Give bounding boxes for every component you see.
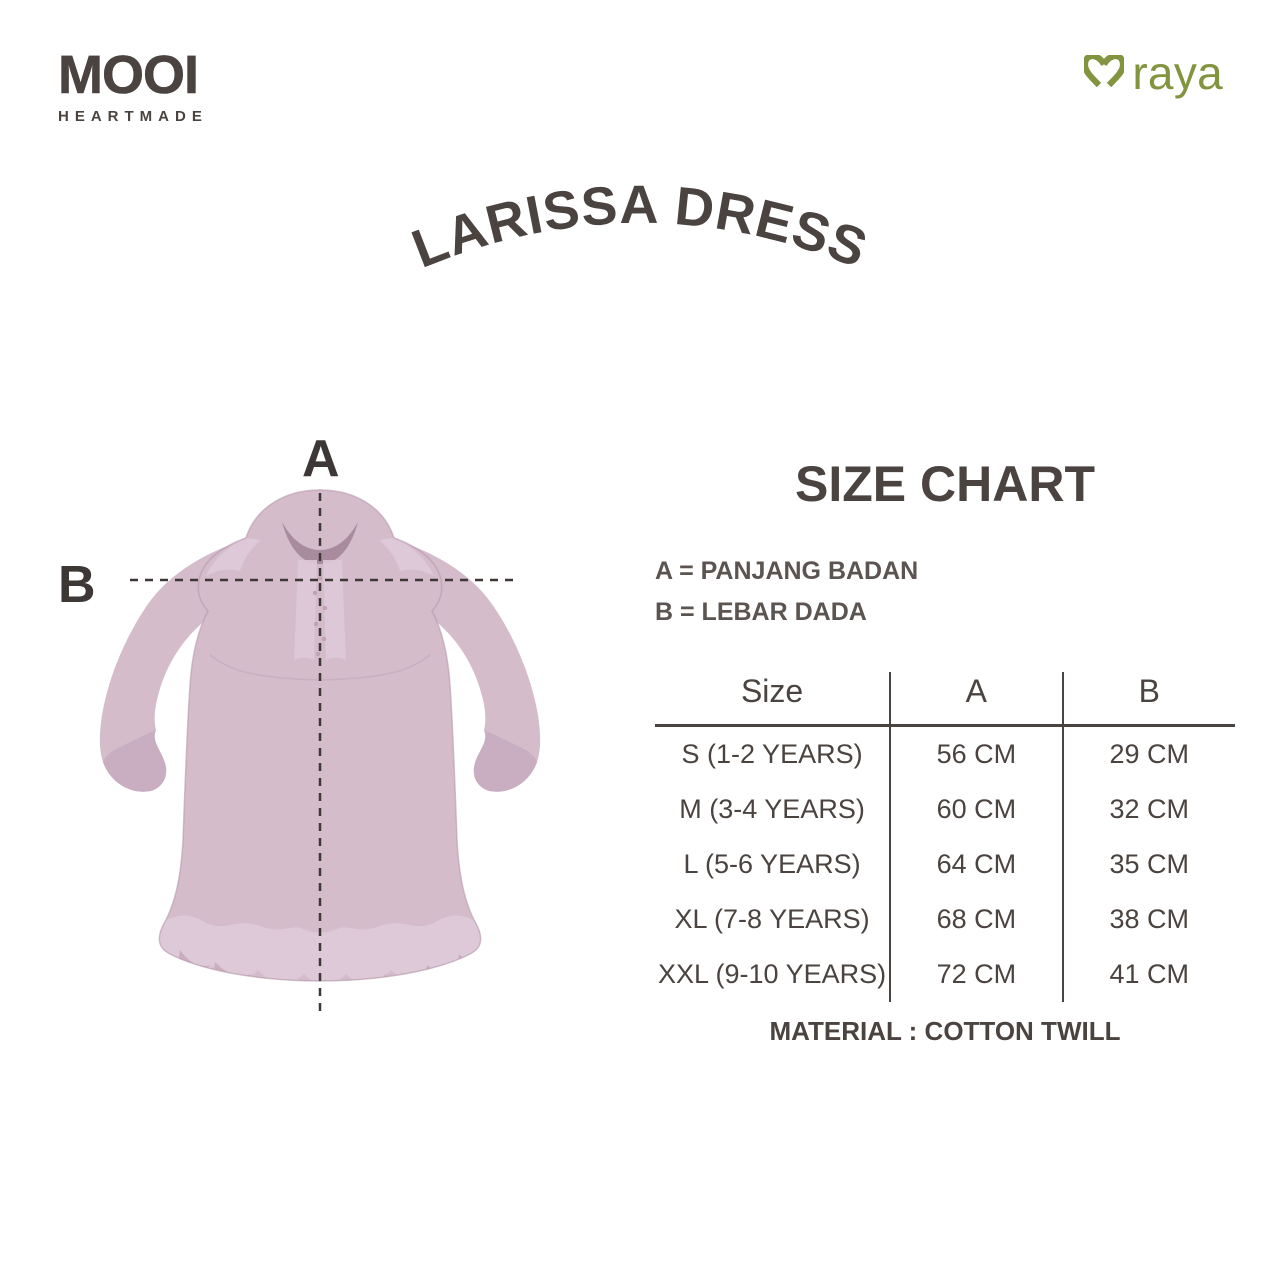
svg-text:LARISSA DRESS: LARISSA DRESS	[404, 175, 875, 280]
svg-text:A: A	[302, 430, 340, 488]
svg-text:B: B	[58, 556, 96, 614]
